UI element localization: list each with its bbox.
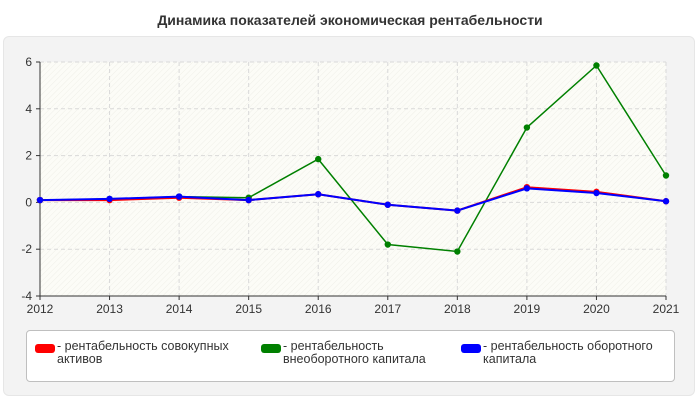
x-tick-label: 2016: [305, 302, 332, 316]
legend-label: - рентабельность совокупных активов: [57, 339, 229, 366]
series-points: [36, 62, 670, 255]
x-tick-label: 2015: [235, 302, 262, 316]
legend-label: - рентабельность внеоборотного капитала: [283, 339, 426, 366]
data-point-2: [384, 201, 391, 208]
axes: -4 -2 0 2 4 6 2012 2013 2014 2015 2016 2017 2018 2019…: [21, 55, 679, 316]
chart-title: Динамика показателей экономическая рента…: [157, 12, 543, 28]
data-point-1: [454, 248, 461, 255]
legend-item-fixed-capital: - рентабельность внеоборотного капитала: [261, 340, 426, 366]
data-point-2: [454, 207, 461, 214]
data-point-1: [384, 241, 391, 248]
legend-item-total-assets: - рентабельность совокупных активов: [35, 340, 229, 366]
x-tick-label: 2013: [96, 302, 123, 316]
x-tick-label: 2020: [583, 302, 610, 316]
data-point-1: [593, 62, 600, 69]
grid-lines: [40, 61, 667, 296]
data-point-2: [593, 189, 600, 197]
y-tick-label: 2: [25, 149, 32, 163]
legend-swatch-red: [35, 344, 55, 353]
data-point-2: [245, 196, 252, 204]
data-point-2: [106, 195, 113, 203]
x-tick-label: 2019: [514, 302, 541, 316]
data-point-2: [523, 185, 531, 192]
data-point-1: [315, 155, 322, 163]
y-tick-label: -4: [21, 289, 32, 303]
x-tick-label: 2017: [374, 302, 401, 316]
line-chart: -4 -2 0 2 4 6 2012 2013 2014 2015 2016 2017 2018 2019…: [21, 55, 679, 316]
data-point-2: [175, 193, 183, 200]
legend-item-working-capital: - рентабельность оборотного капитала: [461, 340, 653, 366]
x-tick-label: 2014: [166, 302, 193, 316]
data-point-2: [662, 198, 670, 205]
data-point-2: [315, 191, 322, 198]
data-point-2: [36, 196, 44, 204]
legend: - рентабельность совокупных активов - рен…: [26, 330, 675, 382]
legend-label: - рентабельность оборотного капитала: [483, 339, 653, 366]
x-tick-label: 2021: [653, 302, 680, 316]
data-point-1: [662, 172, 670, 179]
y-tick-label: 6: [25, 55, 32, 69]
x-tick-label: 2018: [444, 302, 471, 316]
plot-area: [40, 62, 666, 296]
x-tick-label: 2012: [27, 302, 54, 316]
data-point-1: [523, 124, 531, 131]
series-line-2: [39, 187, 667, 212]
series-lines: [39, 64, 667, 253]
y-tick-label: 0: [25, 195, 32, 209]
y-tick-label: 4: [25, 102, 32, 116]
y-tick-label: -2: [21, 242, 32, 256]
legend-swatch-blue: [461, 344, 481, 353]
legend-swatch-green: [261, 344, 281, 353]
